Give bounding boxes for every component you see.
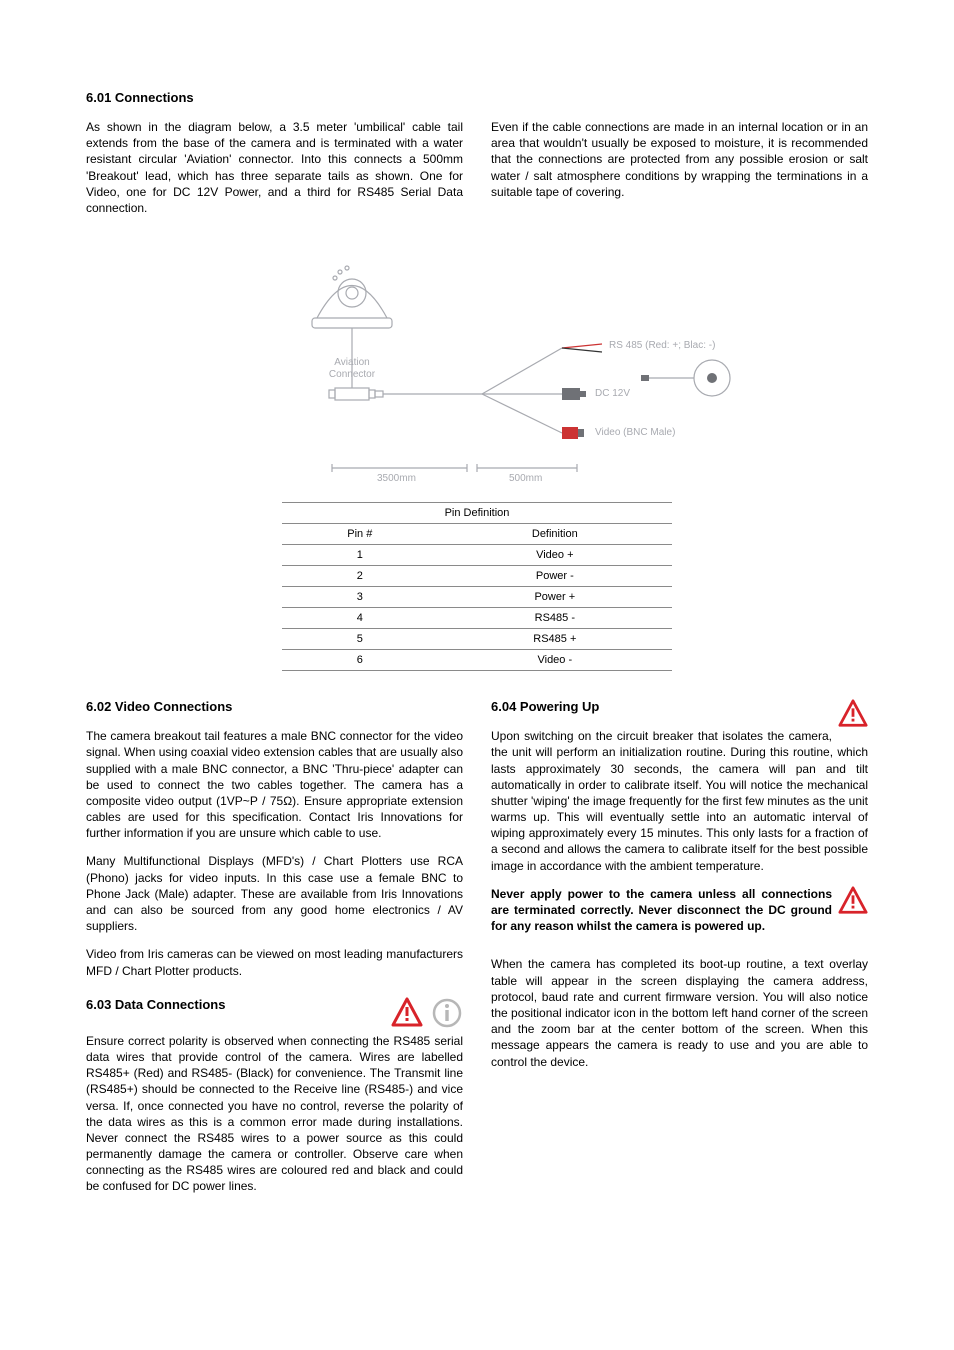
s604-warning: Never apply power to the camera unless a… [491,886,868,935]
connection-diagram: RS 485 (Red: +; Blac: -) Aviation Connec… [217,258,737,488]
info-icon [431,997,463,1029]
right-column: 6.04 Powering Up Upon switching on the c… [491,699,868,1213]
table-row: 1Video + [282,545,672,566]
s603-icons [391,997,463,1029]
diagram-label-rs485: RS 485 (Red: +; Blac: -) [609,340,715,351]
table-header-pin: Pin # [282,524,438,545]
section-603: 6.03 Data Connections Ensure correct pol… [86,997,463,1195]
pin-table-wrap: Pin Definition Pin # Definition 1Video +… [86,502,868,671]
heading-602: 6.02 Video Connections [86,699,463,714]
table-row: 4RS485 - [282,608,672,629]
diagram-label-500mm: 500mm [509,473,542,484]
two-column-intro: As shown in the diagram below, a 3.5 met… [86,119,868,228]
warning-icon [391,997,423,1029]
diagram-svg [217,258,737,488]
pin-definition-table: Pin Definition Pin # Definition 1Video +… [282,502,672,671]
s604-p2: When the camera has completed its boot-u… [491,956,868,1069]
table-row: 5RS485 + [282,629,672,650]
section-602: 6.02 Video Connections The camera breako… [86,699,463,979]
warning-icon [838,699,868,729]
s601-p2: Even if the cable connections are made i… [491,119,868,200]
s603-p1: Ensure correct polarity is observed when… [86,1033,463,1195]
connection-diagram-wrap: RS 485 (Red: +; Blac: -) Aviation Connec… [86,258,868,488]
warning-icon [838,886,868,916]
left-column: 6.02 Video Connections The camera breako… [86,699,463,1213]
diagram-label-3500mm: 3500mm [377,473,416,484]
heading-604: 6.04 Powering Up [491,699,868,714]
table-row: 3Power + [282,587,672,608]
s602-p2: Many Multifunctional Displays (MFD's) / … [86,853,463,934]
diagram-label-aviation: Aviation [332,357,372,368]
lower-columns: 6.02 Video Connections The camera breako… [86,699,868,1213]
section-601: 6.01 Connections As shown in the diagram… [86,90,868,228]
table-caption: Pin Definition [282,503,672,524]
diagram-label-dc12v: DC 12V [595,388,630,399]
diagram-label-connector: Connector [327,369,377,380]
s602-p3: Video from Iris cameras can be viewed on… [86,946,463,978]
table-row: 2Power - [282,566,672,587]
section-604: 6.04 Powering Up Upon switching on the c… [491,699,868,1070]
diagram-label-video: Video (BNC Male) [595,427,675,438]
s602-p1: The camera breakout tail features a male… [86,728,463,841]
table-row: 6Video - [282,650,672,671]
s604-p1: Upon switching on the circuit breaker th… [491,728,868,874]
heading-601: 6.01 Connections [86,90,868,105]
table-header-def: Definition [438,524,672,545]
s601-p1: As shown in the diagram below, a 3.5 met… [86,119,463,216]
